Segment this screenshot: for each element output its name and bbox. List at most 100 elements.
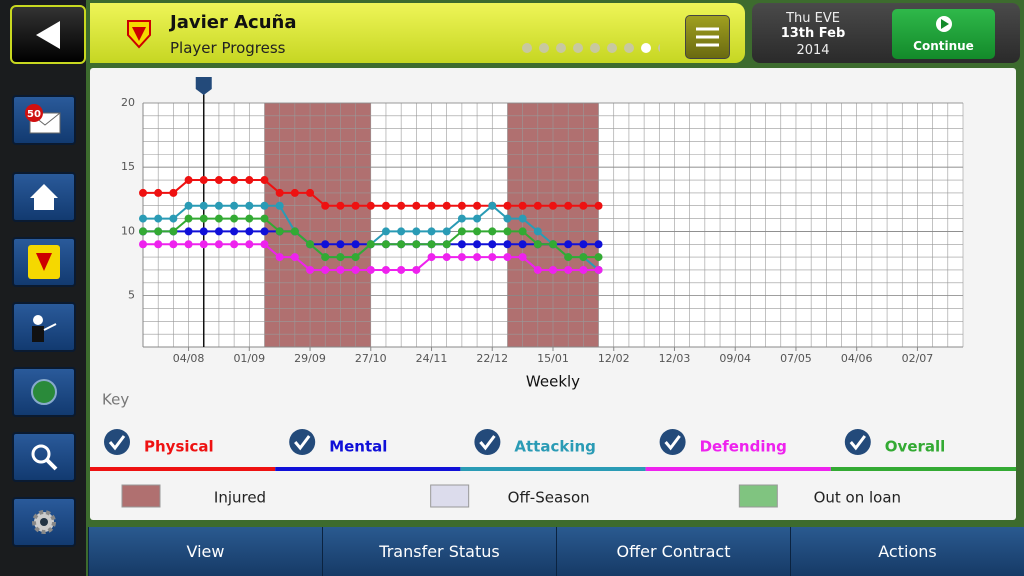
marker-pin [195, 77, 212, 95]
period-swatch [738, 484, 778, 508]
data-point [366, 265, 375, 274]
data-point [321, 201, 330, 210]
check-mark [479, 435, 496, 451]
data-point [184, 214, 193, 223]
data-point [427, 201, 436, 210]
menu-button[interactable] [685, 15, 730, 59]
legend-item[interactable]: Physical [104, 429, 214, 456]
data-point [214, 214, 223, 223]
data-point [275, 227, 284, 236]
data-point [579, 201, 588, 210]
x-tick-label: 04/08 [173, 352, 205, 365]
data-point [564, 201, 573, 210]
data-point [260, 240, 269, 249]
data-point [397, 201, 406, 210]
data-point [457, 253, 466, 262]
legend-item[interactable]: Attacking [474, 429, 596, 456]
data-point [290, 253, 299, 262]
data-point [321, 240, 330, 249]
x-tick-label: 24/11 [416, 352, 448, 365]
data-point [473, 201, 482, 210]
x-axis-label: Weekly [526, 373, 580, 391]
data-point [260, 214, 269, 223]
data-point [214, 176, 223, 185]
club-badge [127, 20, 151, 49]
home-button[interactable] [12, 172, 76, 222]
inbox-button[interactable]: 50 [12, 95, 76, 145]
settings-button[interactable] [12, 497, 76, 547]
action-button[interactable]: Transfer Status [322, 527, 556, 576]
data-point [306, 265, 315, 274]
data-point [169, 188, 178, 197]
data-point [214, 240, 223, 249]
data-point [230, 201, 239, 210]
data-point [351, 240, 360, 249]
world-button[interactable] [12, 367, 76, 417]
data-point [427, 240, 436, 249]
data-point [290, 188, 299, 197]
data-point [473, 253, 482, 262]
data-point [214, 227, 223, 236]
data-point [381, 201, 390, 210]
data-point [260, 227, 269, 236]
data-point [275, 188, 284, 197]
data-point [518, 240, 527, 249]
continue-button[interactable]: Continue [892, 9, 995, 59]
legend-item[interactable]: Defending [659, 429, 787, 456]
header-bar: Javier Acuña Player Progress [90, 3, 745, 63]
manager-button[interactable] [12, 302, 76, 352]
date-panel: Thu EVE 13th Feb 2014 Continue [752, 3, 1020, 63]
period-label: Off-Season [508, 489, 590, 507]
data-point [366, 240, 375, 249]
data-point [260, 201, 269, 210]
data-point [442, 240, 451, 249]
legend-line [830, 467, 1016, 471]
data-point [442, 253, 451, 262]
data-point [503, 253, 512, 262]
data-point [533, 227, 542, 236]
data-point [457, 214, 466, 223]
search-button[interactable] [12, 432, 76, 482]
legend-line [645, 467, 831, 471]
day: Thu EVE [786, 11, 840, 26]
legend-check [104, 429, 130, 455]
data-point [579, 265, 588, 274]
legend-check [659, 429, 686, 455]
legend-label: Overall [885, 438, 946, 456]
page-dots [522, 43, 660, 53]
back-button[interactable] [10, 5, 86, 64]
period-label: Injured [214, 489, 266, 507]
data-point [457, 240, 466, 249]
action-button[interactable]: View [88, 527, 322, 576]
data-point [427, 253, 436, 262]
data-point [230, 176, 239, 185]
data-point [518, 253, 527, 262]
data-point [427, 227, 436, 236]
data-point [503, 201, 512, 210]
data-point [533, 265, 542, 274]
period-swatch [430, 484, 470, 508]
main-panel: 5 10 15 20 04/08 01/09 29/09 27/10 24/11 22/12 15/… [90, 68, 1016, 520]
legend-item[interactable]: Mental [289, 429, 387, 456]
data-point [199, 214, 208, 223]
action-button[interactable]: Actions [790, 527, 1024, 576]
data-point [199, 176, 208, 185]
legend-label: Attacking [514, 438, 596, 456]
data-point [564, 253, 573, 262]
data-point [381, 240, 390, 249]
data-point [184, 227, 193, 236]
period-band [264, 103, 371, 347]
year: 2014 [796, 43, 830, 58]
data-point [321, 265, 330, 274]
x-tick-label: 02/07 [902, 352, 934, 365]
date: 13th Feb [780, 26, 846, 41]
data-point [412, 227, 421, 236]
legend-item[interactable]: Overall [844, 429, 946, 456]
action-button[interactable]: Offer Contract [556, 527, 790, 576]
data-point [594, 253, 603, 262]
data-point [169, 240, 178, 249]
club-button[interactable] [12, 237, 76, 287]
data-point [549, 201, 557, 210]
data-point [503, 240, 512, 249]
